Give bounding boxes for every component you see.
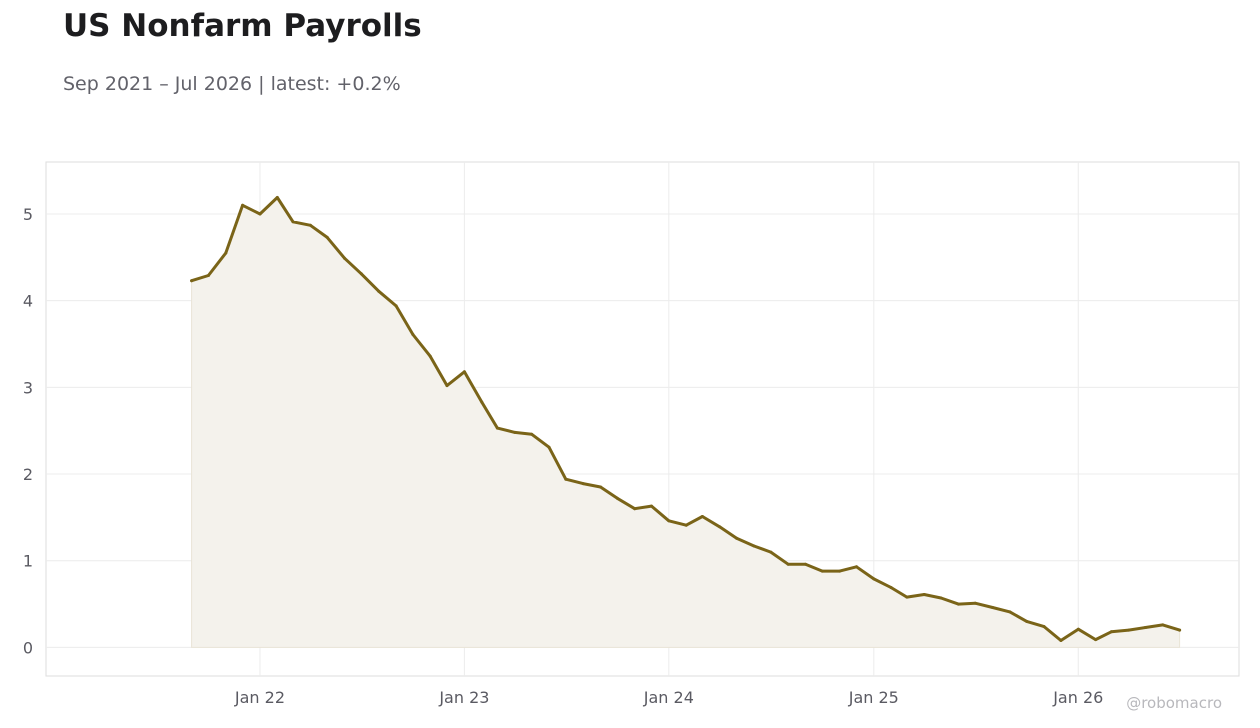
data-point <box>1144 626 1147 629</box>
data-point <box>495 426 499 430</box>
data-point <box>991 606 995 609</box>
data-point <box>480 400 484 404</box>
data-point <box>530 432 534 436</box>
data-point <box>939 596 943 600</box>
data-point <box>786 562 790 566</box>
chart-title: US Nonfarm Payrolls <box>63 8 422 44</box>
data-point <box>684 523 688 527</box>
x-tick-label: Jan 23 <box>438 688 489 707</box>
data-point <box>1076 627 1080 631</box>
data-point <box>325 235 329 239</box>
data-point <box>922 593 926 596</box>
data-point <box>547 445 551 449</box>
data-point <box>700 515 704 518</box>
x-tick-label: Jan 26 <box>1052 688 1103 707</box>
data-point <box>1059 639 1063 642</box>
data-point <box>359 272 363 276</box>
data-point <box>190 279 194 283</box>
data-point <box>769 550 773 554</box>
data-point <box>752 544 756 548</box>
y-tick-label: 0 <box>23 638 33 657</box>
data-point <box>838 569 842 573</box>
data-point <box>1178 628 1182 632</box>
data-point <box>428 354 432 358</box>
data-point <box>513 430 517 434</box>
data-point <box>718 525 722 529</box>
data-point <box>308 223 312 227</box>
data-point <box>394 304 398 308</box>
data-point <box>1008 610 1012 614</box>
data-point <box>1094 638 1098 642</box>
data-point <box>411 333 415 336</box>
data-point <box>343 256 346 260</box>
chart-subtitle: Sep 2021 – Jul 2026 | latest: +0.2% <box>63 73 401 95</box>
y-tick-label: 2 <box>23 465 33 484</box>
data-points <box>190 196 1182 642</box>
data-point <box>275 196 279 199</box>
data-point <box>1161 623 1165 627</box>
data-point <box>599 485 602 489</box>
data-point <box>445 384 449 388</box>
data-point <box>377 289 381 293</box>
data-point <box>258 212 262 216</box>
data-point <box>667 519 671 523</box>
data-point <box>615 496 619 500</box>
data-point <box>581 482 585 486</box>
data-point <box>872 577 876 581</box>
data-point <box>735 536 739 540</box>
y-tick-label: 5 <box>23 205 33 224</box>
data-point <box>1109 630 1113 634</box>
data-point <box>206 274 210 277</box>
data-point <box>462 370 466 374</box>
x-tick-label: Jan 25 <box>848 688 899 707</box>
watermark: @robomacro <box>1126 694 1222 712</box>
y-tick-label: 1 <box>23 552 33 571</box>
data-point <box>1025 619 1029 623</box>
x-tick-label: Jan 22 <box>234 688 285 707</box>
data-point <box>889 586 893 590</box>
y-tick-label: 4 <box>23 292 33 311</box>
data-point <box>855 565 858 569</box>
y-tick-label: 3 <box>23 378 33 397</box>
data-point <box>1127 628 1131 632</box>
data-point <box>291 220 295 224</box>
data-point <box>650 504 653 508</box>
data-point <box>804 562 807 566</box>
data-point <box>956 602 960 606</box>
data-point <box>820 569 824 573</box>
data-point <box>564 477 568 481</box>
data-point <box>224 251 228 255</box>
data-point <box>241 203 245 207</box>
x-tick-label: Jan 24 <box>643 688 694 707</box>
data-point <box>905 595 909 599</box>
data-point <box>1042 625 1046 629</box>
data-point <box>633 507 637 511</box>
data-point <box>973 601 977 605</box>
